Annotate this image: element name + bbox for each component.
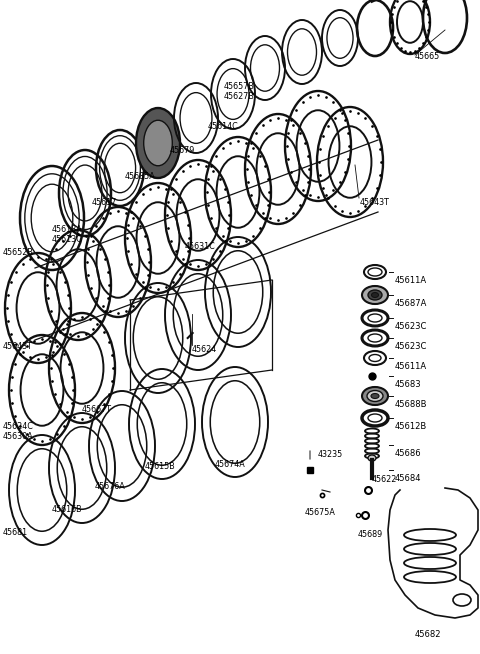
Ellipse shape [372,292,379,298]
Ellipse shape [144,120,172,165]
Text: 45679: 45679 [170,146,195,155]
Text: 45674A: 45674A [215,460,246,469]
Text: 45667T: 45667T [82,405,112,414]
Text: 45623C: 45623C [395,342,427,351]
Text: 45615B: 45615B [145,462,176,471]
Text: 45624C
45630A: 45624C 45630A [3,422,34,441]
Ellipse shape [362,387,388,405]
Text: 45685A: 45685A [125,172,156,181]
Ellipse shape [371,394,379,398]
Text: 45684: 45684 [395,474,421,483]
Text: 45657B
45627B: 45657B 45627B [224,82,255,101]
Text: 45652B: 45652B [3,248,34,257]
Text: 45686: 45686 [395,449,421,458]
Text: 45689: 45689 [358,530,383,539]
Text: 45614C: 45614C [208,122,239,131]
Text: 45624: 45624 [192,345,217,354]
Ellipse shape [368,455,376,461]
Text: 45623C: 45623C [395,322,427,331]
Text: 45643T: 45643T [3,342,33,351]
Text: 45665: 45665 [415,52,440,61]
Text: 45612B: 45612B [395,422,427,431]
Text: 45688B: 45688B [395,400,428,409]
Ellipse shape [367,390,383,402]
Ellipse shape [362,286,388,304]
Text: 45675A: 45675A [305,508,336,517]
Text: 45683: 45683 [395,380,421,389]
Text: 45682: 45682 [415,630,442,639]
Text: 45622: 45622 [372,475,397,484]
Text: 45618A
45613C: 45618A 45613C [52,225,83,245]
Ellipse shape [368,290,382,300]
Text: 45617: 45617 [92,198,117,207]
Text: 43235: 43235 [318,450,343,459]
Text: 45676A: 45676A [95,482,126,491]
Text: 45687A: 45687A [395,299,427,308]
Text: 45631C: 45631C [185,242,216,251]
Text: 45616B: 45616B [52,505,83,514]
Text: 45611A: 45611A [395,276,427,285]
Text: 45611A: 45611A [395,362,427,371]
Text: 45643T: 45643T [360,198,390,207]
Ellipse shape [136,108,180,178]
Text: 45681: 45681 [3,528,28,537]
